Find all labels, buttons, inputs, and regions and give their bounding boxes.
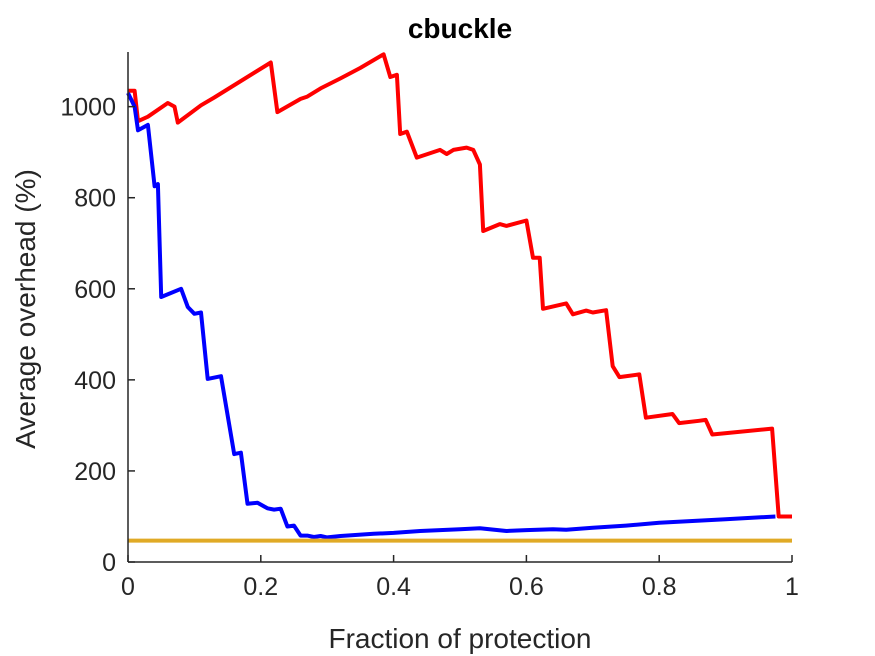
x-tick-label: 0.4 xyxy=(376,573,411,601)
x-tick-label: 0.6 xyxy=(509,573,544,601)
y-tick-label: 200 xyxy=(74,458,116,486)
y-tick-label: 0 xyxy=(102,549,116,577)
y-tick-label: 600 xyxy=(74,276,116,304)
x-tick-label: 0.8 xyxy=(642,573,677,601)
series-line-2 xyxy=(126,92,776,540)
series-layer xyxy=(126,52,792,543)
series-line-1 xyxy=(128,52,792,519)
y-axis-label: Average overhead (%) xyxy=(10,169,41,449)
chart-title: cbuckle xyxy=(408,13,512,44)
x-tick-label: 1 xyxy=(785,573,799,601)
x-tick-label: 0 xyxy=(121,573,135,601)
axes-layer: 0 0.2 0.4 0.6 0.8 1 0 200 400 600 800 1000 xyxy=(60,52,799,601)
y-tick-label: 1000 xyxy=(60,94,116,122)
x-axis-label: Fraction of protection xyxy=(328,623,591,654)
y-tick-label: 800 xyxy=(74,185,116,213)
x-tick-label: 0.2 xyxy=(243,573,278,601)
plot-area: 0 0.2 0.4 0.6 0.8 1 0 200 400 600 800 1000 xyxy=(60,52,799,601)
y-tick-label: 400 xyxy=(74,367,116,395)
